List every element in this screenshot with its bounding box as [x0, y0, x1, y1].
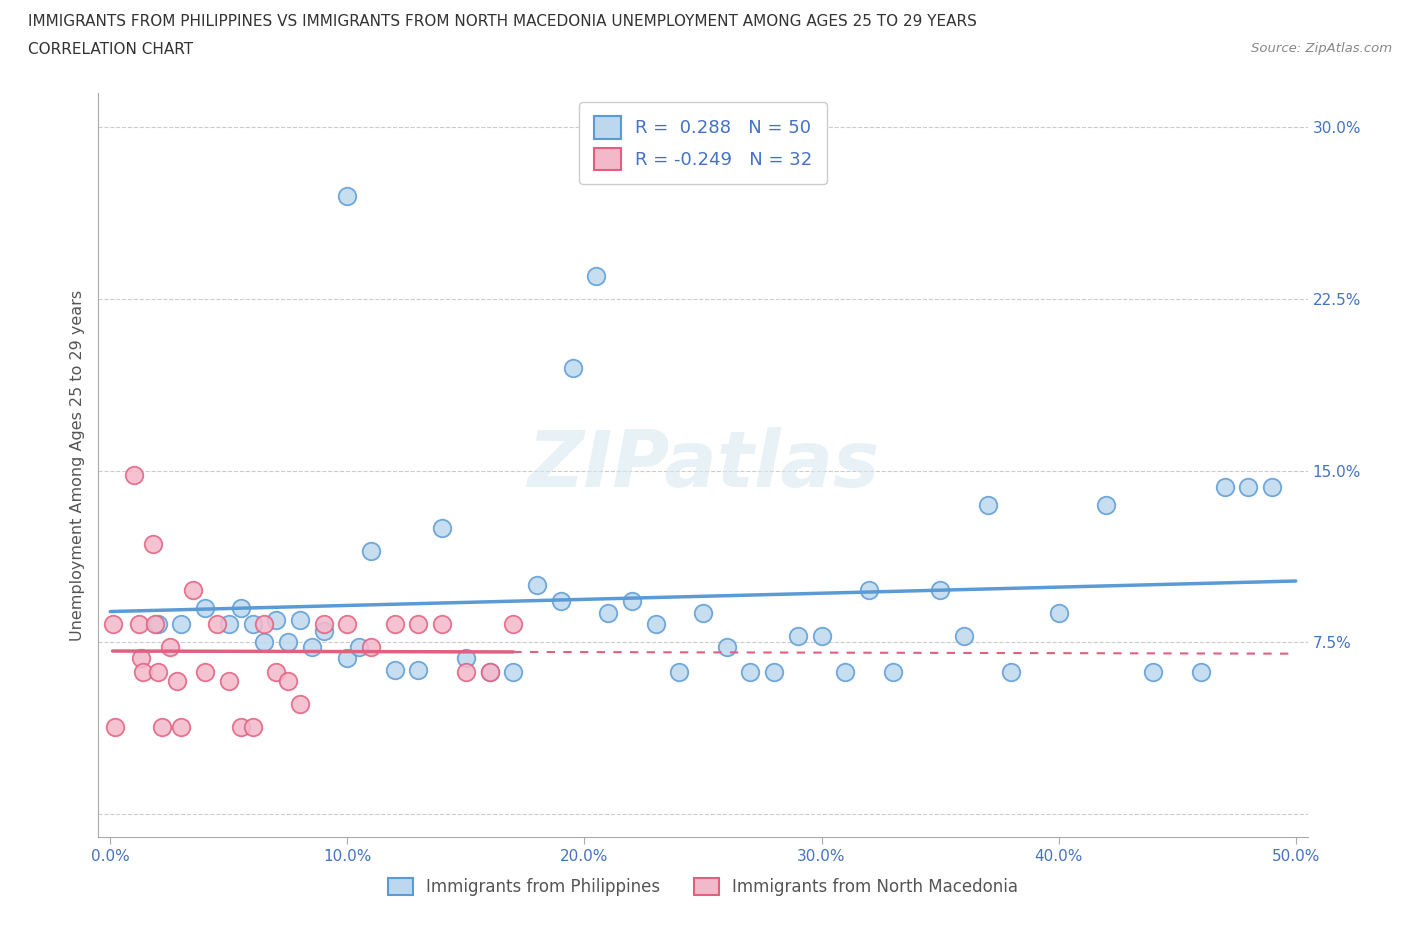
Point: [288, 697, 311, 711]
Point: [152, 720, 174, 735]
Point: [1189, 665, 1212, 680]
Point: [336, 617, 359, 631]
Point: [858, 582, 880, 597]
Point: [205, 617, 228, 631]
Point: [432, 521, 454, 536]
Point: [264, 612, 287, 627]
Point: [336, 189, 359, 204]
Legend: Immigrants from Philippines, Immigrants from North Macedonia: Immigrants from Philippines, Immigrants …: [381, 871, 1025, 903]
Point: [454, 651, 477, 666]
Point: [561, 360, 583, 375]
Point: [253, 617, 276, 631]
Point: [166, 674, 188, 689]
Point: [142, 537, 165, 551]
Point: [312, 623, 335, 638]
Point: [620, 593, 643, 608]
Point: [668, 665, 690, 680]
Point: [336, 651, 359, 666]
Point: [598, 605, 620, 620]
Point: [526, 578, 548, 592]
Point: [104, 720, 127, 735]
Point: [129, 651, 152, 666]
Point: [1213, 479, 1236, 494]
Point: [952, 628, 974, 643]
Point: [277, 635, 299, 650]
Text: IMMIGRANTS FROM PHILIPPINES VS IMMIGRANTS FROM NORTH MACEDONIA UNEMPLOYMENT AMON: IMMIGRANTS FROM PHILIPPINES VS IMMIGRANT…: [28, 14, 977, 29]
Point: [408, 617, 430, 631]
Point: [288, 612, 311, 627]
Point: [882, 665, 904, 680]
Point: [101, 617, 124, 631]
Point: [1095, 498, 1118, 512]
Point: [644, 617, 666, 631]
Point: [132, 665, 155, 680]
Point: [716, 640, 738, 655]
Point: [301, 640, 323, 655]
Point: [159, 640, 181, 655]
Point: [454, 665, 477, 680]
Point: [218, 617, 240, 631]
Text: CORRELATION CHART: CORRELATION CHART: [28, 42, 193, 57]
Point: [181, 582, 204, 597]
Point: [786, 628, 808, 643]
Text: ZIPatlas: ZIPatlas: [527, 427, 879, 503]
Point: [810, 628, 832, 643]
Point: [763, 665, 786, 680]
Point: [432, 617, 454, 631]
Point: [146, 617, 169, 631]
Point: [692, 605, 714, 620]
Point: [502, 665, 524, 680]
Point: [194, 665, 217, 680]
Point: [170, 720, 193, 735]
Point: [253, 635, 276, 650]
Point: [502, 617, 524, 631]
Point: [360, 640, 382, 655]
Y-axis label: Unemployment Among Ages 25 to 29 years: Unemployment Among Ages 25 to 29 years: [69, 289, 84, 641]
Point: [834, 665, 856, 680]
Point: [1237, 479, 1260, 494]
Point: [740, 665, 762, 680]
Point: [360, 543, 382, 558]
Point: [1261, 479, 1284, 494]
Point: [242, 720, 264, 735]
Point: [1047, 605, 1070, 620]
Text: Source: ZipAtlas.com: Source: ZipAtlas.com: [1251, 42, 1392, 55]
Point: [478, 665, 501, 680]
Point: [218, 674, 240, 689]
Point: [347, 640, 370, 655]
Point: [264, 665, 287, 680]
Point: [242, 617, 264, 631]
Point: [384, 617, 406, 631]
Point: [1142, 665, 1164, 680]
Point: [1000, 665, 1022, 680]
Point: [585, 269, 607, 284]
Point: [128, 617, 150, 631]
Point: [122, 468, 145, 483]
Point: [146, 665, 169, 680]
Point: [170, 617, 193, 631]
Point: [277, 674, 299, 689]
Point: [143, 617, 166, 631]
Point: [229, 601, 252, 616]
Point: [312, 617, 335, 631]
Point: [408, 662, 430, 677]
Point: [229, 720, 252, 735]
Point: [384, 662, 406, 677]
Point: [550, 593, 572, 608]
Point: [478, 665, 501, 680]
Point: [976, 498, 998, 512]
Point: [194, 601, 217, 616]
Point: [929, 582, 952, 597]
